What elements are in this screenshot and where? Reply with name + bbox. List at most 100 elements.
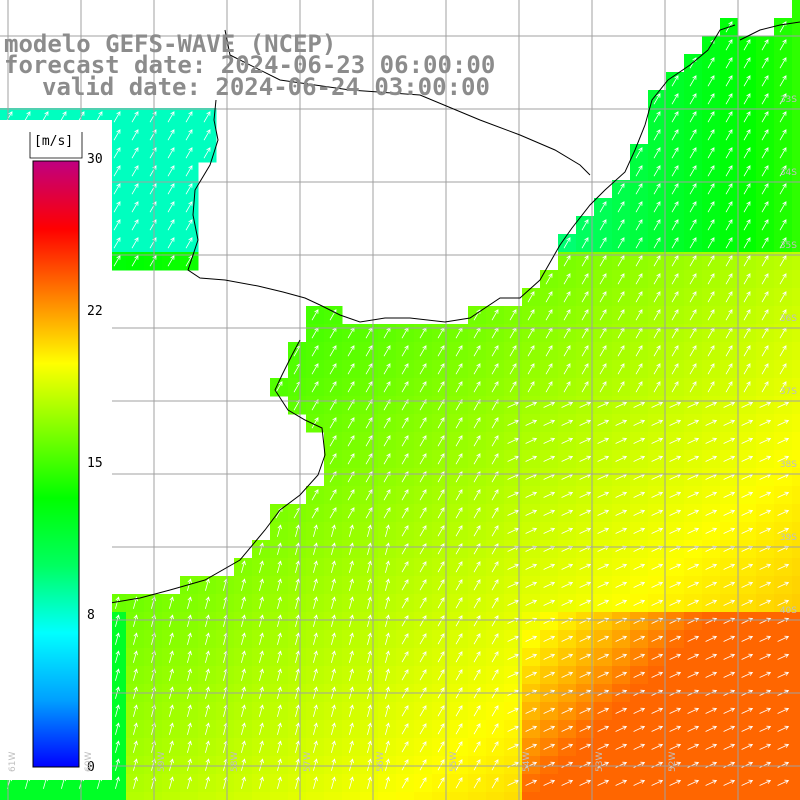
arrow-icon	[133, 614, 138, 627]
arrow-icon	[507, 401, 520, 408]
arrow-icon	[705, 725, 718, 732]
colorbar-swatch	[33, 498, 79, 500]
arrow-icon	[743, 309, 751, 321]
arrow-icon	[419, 453, 427, 465]
arrow-icon	[633, 617, 646, 624]
colorbar-swatch	[33, 700, 79, 702]
colorbar-swatch	[33, 579, 79, 581]
arrow-icon	[597, 401, 610, 408]
lat-label: 39S	[779, 533, 797, 543]
colorbar-swatch	[33, 544, 79, 546]
arrow-icon	[563, 363, 571, 375]
arrow-icon	[385, 668, 390, 681]
colorbar-swatch	[33, 287, 79, 289]
lat-label: 38S	[779, 460, 797, 470]
colorbar-swatch	[33, 352, 79, 354]
arrow-icon	[743, 381, 751, 393]
colorbar-swatch	[33, 583, 79, 585]
arrow-icon	[473, 723, 481, 735]
arrow-icon	[543, 707, 556, 714]
arrow-icon	[491, 759, 499, 771]
colorbar-swatch	[33, 217, 79, 219]
arrow-icon	[187, 758, 192, 771]
arrow-icon	[671, 165, 679, 177]
colorbar-swatch	[33, 279, 79, 281]
wind-speed-cell	[792, 486, 800, 505]
colorbar-swatch	[33, 413, 79, 415]
colorbar-swatch	[33, 169, 79, 171]
arrow-icon	[491, 615, 499, 627]
colorbar-swatch	[33, 578, 79, 580]
arrow-icon	[653, 183, 661, 195]
arrow-icon	[579, 707, 592, 714]
arrow-icon	[419, 435, 427, 447]
lat-label: 40S	[779, 606, 797, 616]
arrow-icon	[597, 743, 610, 750]
colorbar-swatch	[33, 592, 79, 594]
colorbar-swatch	[33, 508, 79, 510]
arrow-icon	[365, 435, 373, 447]
colorbar-swatch	[33, 381, 79, 383]
colorbar-swatch	[33, 328, 79, 330]
arrow-icon	[563, 273, 571, 285]
colorbar-swatch	[33, 726, 79, 728]
arrow-icon	[579, 509, 592, 516]
colorbar-swatch	[33, 186, 79, 188]
arrow-icon	[187, 740, 192, 753]
arrow-icon	[491, 363, 499, 375]
colorbar-swatch	[33, 663, 79, 665]
arrow-icon	[525, 509, 538, 516]
colorbar-swatch	[33, 340, 79, 342]
colorbar-swatch	[33, 311, 79, 313]
colorbar-swatch	[33, 389, 79, 391]
arrow-icon	[365, 345, 373, 357]
colorbar-swatch	[33, 655, 79, 657]
colorbar-swatch	[33, 375, 79, 377]
arrow-icon	[687, 419, 700, 426]
arrow-icon	[543, 437, 556, 444]
arrow-icon	[743, 345, 751, 357]
arrow-icon	[689, 75, 697, 87]
colorbar-swatch	[33, 387, 79, 389]
arrow-icon	[115, 668, 120, 681]
arrow-icon	[419, 597, 427, 609]
arrow-icon	[741, 671, 754, 678]
wind-speed-cell	[0, 792, 19, 800]
arrow-icon	[561, 419, 574, 426]
arrow-icon	[759, 527, 772, 534]
arrow-icon	[473, 525, 481, 537]
arrow-icon	[635, 165, 643, 177]
arrow-icon	[725, 57, 733, 69]
arrow-icon	[455, 381, 463, 393]
arrow-icon	[653, 165, 661, 177]
wind-speed-cell	[144, 792, 163, 800]
colorbar-swatch	[33, 628, 79, 630]
arrow-icon	[543, 671, 556, 678]
arrow-icon	[543, 419, 556, 426]
arrow-icon	[367, 668, 372, 681]
colorbar-swatch	[33, 391, 79, 393]
arrow-icon	[385, 596, 390, 609]
colorbar-swatch	[33, 511, 79, 513]
arrow-icon	[331, 578, 336, 591]
arrow-icon	[401, 525, 409, 537]
arrow-icon	[367, 776, 372, 789]
colorbar-swatch	[33, 537, 79, 539]
arrow-icon	[509, 309, 517, 321]
arrow-icon	[473, 705, 481, 717]
arrow-icon	[651, 725, 664, 732]
arrow-icon	[741, 419, 754, 426]
arrow-icon	[723, 779, 736, 786]
arrow-icon	[133, 632, 138, 645]
colorbar-swatch	[33, 490, 79, 492]
colorbar-swatch	[33, 745, 79, 747]
colorbar-swatch	[33, 550, 79, 552]
arrow-icon	[761, 111, 769, 123]
arrow-icon	[741, 599, 754, 606]
arrow-icon	[259, 560, 264, 573]
arrow-icon	[561, 455, 574, 462]
colorbar-swatch	[33, 354, 79, 356]
arrow-icon	[651, 527, 664, 534]
arrow-icon	[311, 489, 319, 501]
arrow-icon	[687, 401, 700, 408]
